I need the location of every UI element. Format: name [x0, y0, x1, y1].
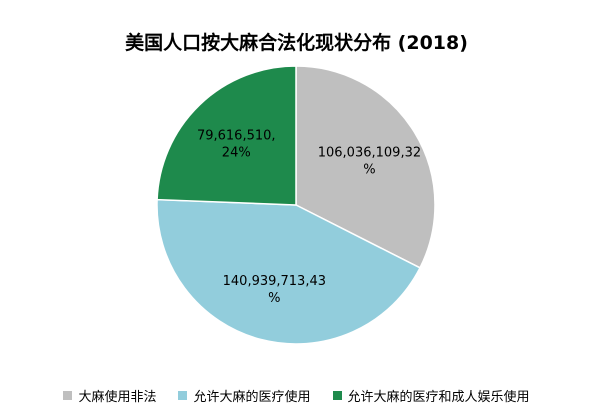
- legend-label-0: 大麻使用非法: [78, 390, 157, 405]
- legend-swatch-1: [178, 391, 188, 400]
- legend-label-1: 允许大麻的医疗使用: [193, 390, 311, 405]
- legend-swatch-2: [332, 391, 342, 400]
- legend-item-2: 允许大麻的医疗和成人娱乐使用: [332, 386, 530, 405]
- legend-label-2: 允许大麻的医疗和成人娱乐使用: [347, 390, 530, 405]
- legend-swatch-0: [63, 391, 73, 400]
- slice-label-2: 79,616,510, 24%: [197, 128, 276, 160]
- legend-item-0: 大麻使用非法: [63, 386, 156, 405]
- legend: 大麻使用非法 允许大麻的医疗使用 允许大麻的医疗和成人娱乐使用: [0, 386, 593, 405]
- chart-title: 美国人口按大麻合法化现状分布 (2018): [125, 32, 468, 54]
- slice-label-0: 106,036,109,32%: [318, 145, 421, 177]
- pie-slice-2: [156, 65, 297, 206]
- pie-chart: 106,036,109,32 % 140,939,713,43 % 79,616,510…: [156, 65, 436, 345]
- pie-slice-1: [156, 198, 421, 345]
- legend-item-1: 允许大麻的医疗使用: [178, 386, 311, 405]
- pie-slice-0: [295, 65, 436, 269]
- slice-label-1: 140,939,713,43%: [223, 274, 326, 306]
